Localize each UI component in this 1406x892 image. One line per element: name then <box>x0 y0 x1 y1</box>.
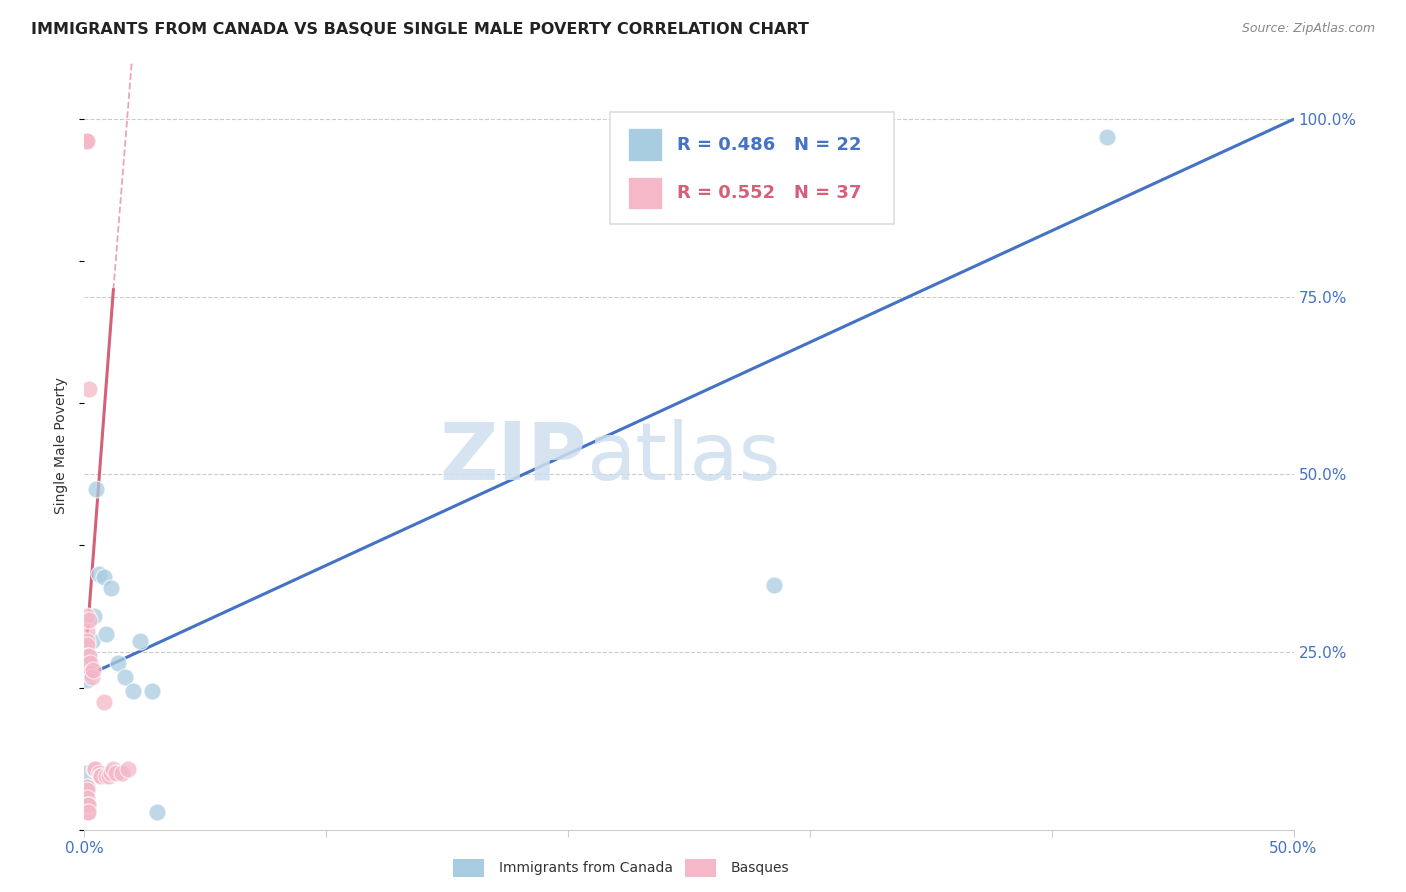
Point <box>75 134 97 148</box>
Point <box>86 482 108 496</box>
Point <box>762 577 785 591</box>
Point <box>104 765 127 780</box>
Y-axis label: Single Male Poverty: Single Male Poverty <box>55 377 69 515</box>
Text: atlas: atlas <box>586 418 780 497</box>
Point <box>100 765 122 780</box>
Point <box>75 787 97 801</box>
Point <box>87 765 110 780</box>
Text: Source: ZipAtlas.com: Source: ZipAtlas.com <box>1241 22 1375 36</box>
Point <box>90 769 112 783</box>
Point <box>76 648 98 663</box>
Point <box>76 673 98 688</box>
Point <box>129 634 152 648</box>
Point <box>82 663 104 677</box>
FancyBboxPatch shape <box>628 177 662 209</box>
Point <box>114 670 136 684</box>
Point <box>89 769 111 783</box>
Point <box>76 797 98 812</box>
Point <box>77 648 100 663</box>
Point <box>79 666 101 681</box>
Point <box>77 797 100 812</box>
Text: Basques: Basques <box>731 861 790 875</box>
Point <box>97 769 120 783</box>
Point <box>77 805 100 819</box>
Point <box>107 656 129 670</box>
Point <box>84 762 107 776</box>
Point <box>77 382 100 396</box>
Point <box>76 609 98 624</box>
Point <box>121 684 143 698</box>
Point <box>141 684 163 698</box>
Point <box>76 666 98 681</box>
Point <box>77 659 100 673</box>
Point <box>75 765 97 780</box>
Point <box>100 581 122 595</box>
Point <box>76 783 98 797</box>
Point <box>146 805 169 819</box>
Point <box>76 780 98 794</box>
Point <box>80 670 103 684</box>
Point <box>93 570 115 584</box>
Point <box>77 648 100 663</box>
Point <box>87 566 110 581</box>
Text: ZIP: ZIP <box>439 418 586 497</box>
FancyBboxPatch shape <box>628 128 662 161</box>
Point <box>111 765 134 780</box>
Point <box>76 634 98 648</box>
Text: R = 0.552   N = 37: R = 0.552 N = 37 <box>676 184 862 202</box>
Point <box>76 624 98 638</box>
Point <box>117 762 139 776</box>
Point <box>76 134 98 148</box>
Text: IMMIGRANTS FROM CANADA VS BASQUE SINGLE MALE POVERTY CORRELATION CHART: IMMIGRANTS FROM CANADA VS BASQUE SINGLE … <box>31 22 808 37</box>
Point <box>94 769 117 783</box>
Point <box>83 609 105 624</box>
Point <box>77 613 100 627</box>
Text: R = 0.486   N = 22: R = 0.486 N = 22 <box>676 136 862 153</box>
Point <box>76 780 98 794</box>
Point <box>80 634 103 648</box>
Point <box>75 134 97 148</box>
Point <box>93 695 115 709</box>
Point <box>75 134 97 148</box>
Point <box>76 638 98 652</box>
Point <box>79 656 101 670</box>
Point <box>94 627 117 641</box>
Point <box>103 762 125 776</box>
Point <box>1097 130 1119 145</box>
Text: Immigrants from Canada: Immigrants from Canada <box>499 861 673 875</box>
Point <box>76 790 98 805</box>
Point <box>75 134 97 148</box>
Point <box>77 805 100 819</box>
FancyBboxPatch shape <box>610 112 894 224</box>
Point <box>83 762 105 776</box>
